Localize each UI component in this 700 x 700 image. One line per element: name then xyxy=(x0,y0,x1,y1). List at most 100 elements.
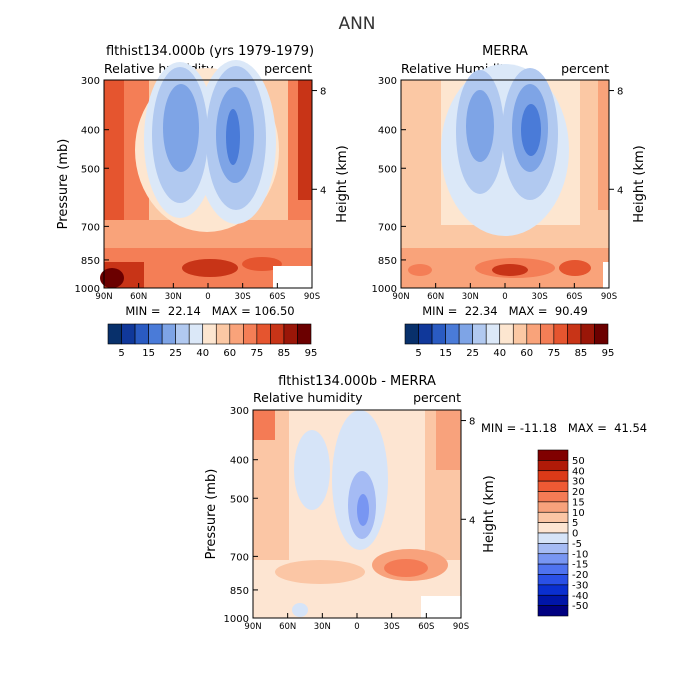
panel-model-colorbar: 5 15 25 40 60 75 85 95 xyxy=(107,323,318,359)
x-tick-label: 0 xyxy=(502,292,507,302)
colorbar-label: 5 xyxy=(572,518,578,529)
x-tick-label: 30S xyxy=(235,292,251,302)
x-tick-label: 0 xyxy=(205,292,210,302)
colorbar-label: 25 xyxy=(169,348,182,359)
contour-fill xyxy=(521,104,541,156)
colorbar-swatch xyxy=(485,323,501,345)
colorbar-label: 5 xyxy=(118,348,124,359)
colorbar-label: 85 xyxy=(575,348,588,359)
panel-merra-y2-axis: 84 xyxy=(609,87,623,196)
colorbar-swatch xyxy=(431,323,446,345)
y-tick-label: 500 xyxy=(378,164,397,175)
colorbar-swatch xyxy=(537,584,569,596)
colorbar-swatch xyxy=(537,574,569,586)
colorbar-label: -10 xyxy=(572,549,588,560)
colorbar-swatch xyxy=(540,323,555,345)
x-tick-label: 30N xyxy=(462,292,479,302)
panel-diff-field xyxy=(252,409,462,619)
panel-diff-title: flthist134.000b - MERRA xyxy=(278,374,436,389)
y2-tick-label: 4 xyxy=(320,185,326,196)
panel-model-y2label: Height (km) xyxy=(335,145,350,222)
panel-merra-x-axis: 90N 60N 30N 0 30S 60S 90S xyxy=(392,283,617,302)
colorbar-swatch xyxy=(121,323,136,345)
y-tick-label: 500 xyxy=(81,164,100,175)
colorbar-label: 60 xyxy=(520,348,533,359)
contour-fill xyxy=(466,90,494,162)
x-tick-label: 90N xyxy=(244,622,261,632)
colorbar-label: 20 xyxy=(572,487,585,498)
panel-merra-y-axis: 300 400 500 700 850 1000 xyxy=(372,76,406,295)
y-tick-label: 1000 xyxy=(75,284,100,295)
panel-merra-units: percent xyxy=(561,61,609,76)
colorbar-swatch xyxy=(567,323,582,345)
colorbar-label: 95 xyxy=(305,348,318,359)
x-tick-label: 60S xyxy=(269,292,285,302)
panel-merra-y2label: Height (km) xyxy=(632,145,647,222)
contour-fill xyxy=(298,80,312,200)
colorbar-swatch xyxy=(537,543,569,555)
y2-tick-label: 4 xyxy=(617,185,623,196)
panel-model-stats: MIN = 22.14 MAX = 106.50 xyxy=(125,304,294,318)
panel-diff-x-axis: 90N 60N 30N 0 30S 60S 90S xyxy=(244,613,469,632)
colorbar-swatch xyxy=(512,323,528,345)
x-tick-label: 90N xyxy=(392,292,409,302)
panel-model-units: percent xyxy=(264,61,312,76)
contour-fill xyxy=(100,268,124,288)
panel-diff-y2label: Height (km) xyxy=(482,475,497,552)
colorbar-swatch xyxy=(580,323,595,345)
colorbar-label: 5 xyxy=(415,348,421,359)
y-tick-label: 850 xyxy=(230,586,249,597)
colorbar-swatch xyxy=(161,323,176,345)
x-tick-label: 60S xyxy=(566,292,582,302)
contour-fill xyxy=(357,494,369,526)
colorbar-label: 85 xyxy=(278,348,291,359)
y2-tick-label: 4 xyxy=(469,515,475,526)
panel-merra: MERRA Relative Humidity percent 30040050… xyxy=(372,44,647,359)
colorbar-swatch xyxy=(553,323,568,345)
colorbar-swatch xyxy=(445,323,460,345)
panel-merra-field xyxy=(400,64,610,289)
x-tick-label: 90S xyxy=(453,622,469,632)
y2-tick-label: 8 xyxy=(617,87,623,98)
y-tick-label: 500 xyxy=(230,494,249,505)
colorbar-swatch xyxy=(537,522,569,534)
panel-diff-variable: Relative humidity xyxy=(253,390,363,405)
colorbar-swatch xyxy=(107,323,122,345)
colorbar-label: -20 xyxy=(572,570,588,581)
panel-merra-stats: MIN = 22.34 MAX = 90.49 xyxy=(422,304,588,318)
x-tick-label: 90S xyxy=(601,292,617,302)
y-tick-label: 1000 xyxy=(372,284,397,295)
contour-fill xyxy=(436,410,461,470)
colorbar-swatch xyxy=(243,323,258,345)
colorbar-swatch xyxy=(134,323,149,345)
x-tick-label: 60N xyxy=(130,292,147,302)
panel-diff: flthist134.000b - MERRA Relative humidit… xyxy=(204,374,647,632)
colorbar-swatch xyxy=(537,563,569,575)
colorbar-swatch xyxy=(537,594,569,606)
colorbar-swatch xyxy=(537,532,569,544)
colorbar-label: 60 xyxy=(223,348,236,359)
colorbar-label: -40 xyxy=(572,591,588,602)
colorbar-swatch xyxy=(537,460,569,472)
y-tick-label: 1000 xyxy=(224,614,249,625)
panel-diff-y2-axis: 84 xyxy=(461,417,475,526)
colorbar-label: 40 xyxy=(572,466,585,477)
contour-fill xyxy=(384,559,428,577)
panel-diff-y-axis: 300 400 500 700 850 1000 xyxy=(224,406,258,625)
panel-model-y-axis: 300 400 500 700 850 1000 xyxy=(75,76,109,295)
panel-model-y2-axis: 84 xyxy=(312,87,326,196)
panel-merra-title: MERRA xyxy=(482,44,528,59)
x-tick-label: 30S xyxy=(384,622,400,632)
contour-fill xyxy=(275,560,365,584)
x-tick-label: 0 xyxy=(354,622,359,632)
panel-model: flthist134.000b (yrs 1979-1979) Relative… xyxy=(56,44,350,359)
colorbar-swatch xyxy=(202,323,217,345)
y2-tick-label: 8 xyxy=(320,87,326,98)
contour-fill xyxy=(163,84,199,172)
colorbar-swatch xyxy=(594,323,609,345)
colorbar-swatch xyxy=(188,323,204,345)
y-tick-label: 400 xyxy=(230,456,249,467)
colorbar-swatch xyxy=(472,323,487,345)
x-tick-label: 60N xyxy=(279,622,296,632)
colorbar-swatch xyxy=(297,323,312,345)
